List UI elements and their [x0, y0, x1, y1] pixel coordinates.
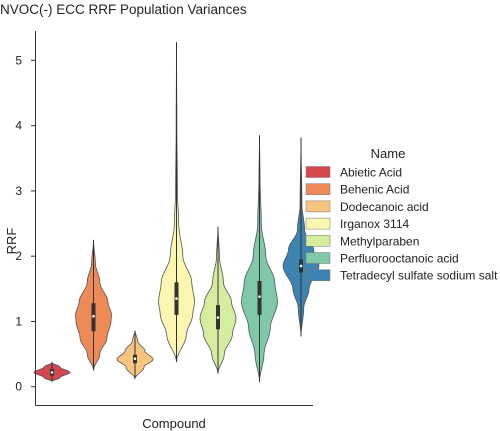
- legend-item-label: Perfluorooctanoic acid: [340, 252, 459, 266]
- legend-title: Name: [371, 146, 406, 161]
- legend-swatch: [305, 252, 331, 264]
- violin-median-dot: [216, 316, 220, 319]
- violin-median-dot: [50, 371, 54, 374]
- y-axis-label: RRF: [4, 228, 19, 255]
- legend-item-label: Methylparaben: [340, 234, 419, 248]
- legend-item-label: Abietic Acid: [340, 166, 402, 180]
- violin-median-dot: [92, 314, 95, 318]
- y-tick-label: 4: [15, 119, 22, 133]
- legend-item-label: Tetradecyl sulfate sodium salt: [340, 269, 498, 283]
- legend-swatch: [305, 217, 331, 230]
- y-tick-label: 0: [15, 380, 22, 394]
- legend-swatch: [305, 166, 331, 178]
- y-axis-ticks: 0 1 2 3 4 5: [15, 53, 36, 394]
- y-tick-label: 1: [15, 314, 22, 328]
- legend-swatch: [305, 200, 331, 213]
- legend-swatch: [305, 183, 331, 195]
- legend-swatch: [305, 269, 331, 281]
- legend-item-label: Dodecanoic acid: [340, 200, 429, 214]
- legend-item-label: Behenic Acid: [340, 183, 409, 197]
- y-tick-label: 3: [15, 184, 22, 198]
- legend: Name Abietic Acid Behenic Acid Dodecanoic …: [305, 146, 498, 283]
- violin-median-dot: [133, 357, 137, 360]
- legend-swatch: [305, 235, 331, 247]
- violin-median-dot: [258, 295, 261, 298]
- violin-median-dot: [175, 297, 178, 300]
- violin-median-dot: [299, 264, 303, 268]
- chart-title: NVOC(-) ECC RRF Population Variances: [0, 2, 247, 17]
- x-axis-label: Compound: [142, 416, 206, 431]
- y-tick-label: 2: [15, 249, 22, 263]
- legend-item-label: Irganox 3114: [340, 217, 409, 231]
- y-tick-label: 5: [15, 53, 22, 67]
- violins: [33, 42, 320, 383]
